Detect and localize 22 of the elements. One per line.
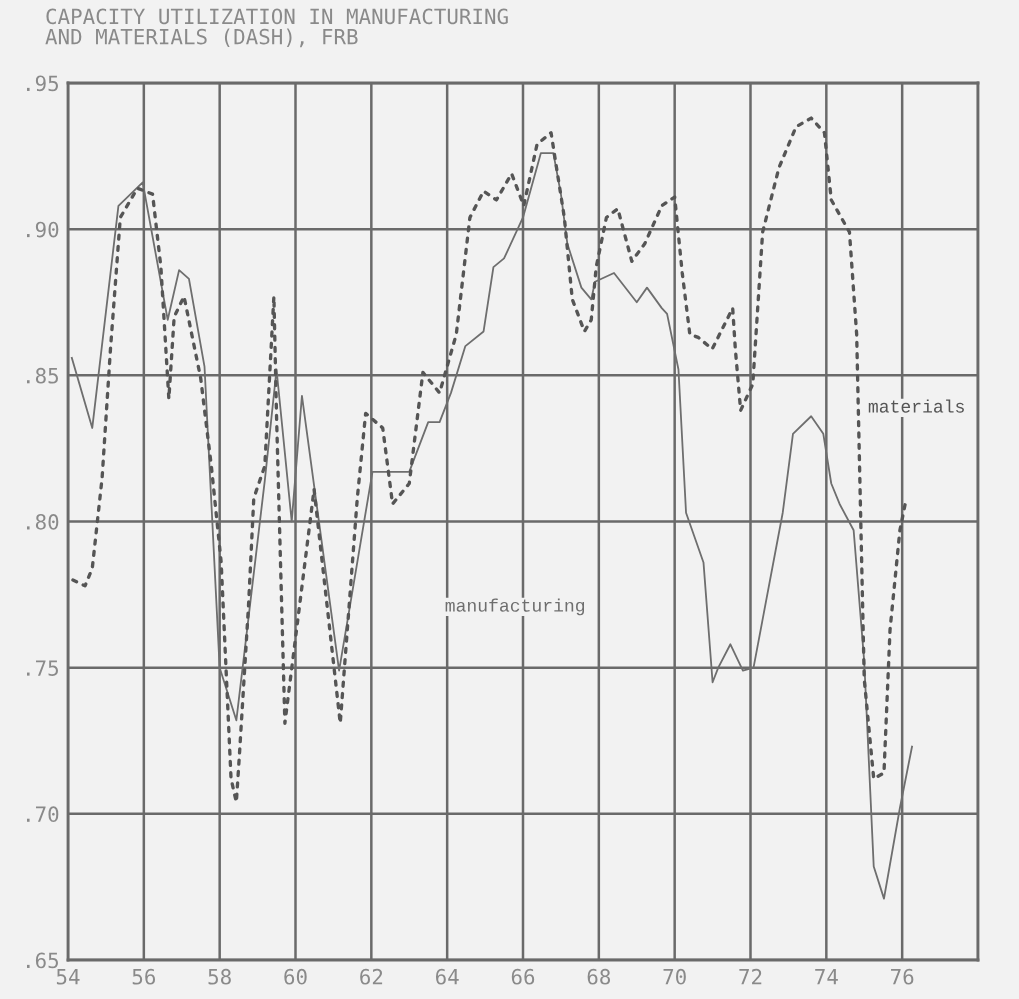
x-tick-label: 60 xyxy=(284,968,307,985)
x-tick-label: 56 xyxy=(132,968,156,985)
x-tick-label: 58 xyxy=(208,968,231,985)
x-tick-label: 72 xyxy=(739,968,762,985)
x-tick-label: 64 xyxy=(435,968,459,985)
y-tick-label: .80 xyxy=(27,514,59,530)
y-tick-label: .70 xyxy=(27,806,59,823)
x-tick-label: 68 xyxy=(587,968,611,985)
y-tick-label: .65 xyxy=(27,952,58,969)
chart-title: CAPACITY UTILIZATION IN MANUFACTURING AND MATERIALS (DASH), FRB xyxy=(45,8,508,48)
series-label: materials xyxy=(868,399,964,413)
y-tick-label: .90 xyxy=(27,221,59,238)
x-tick-label: 62 xyxy=(360,968,383,985)
x-tick-label: 74 xyxy=(815,969,838,985)
x-tick-label: 66 xyxy=(511,968,535,985)
y-tick-label: .75 xyxy=(27,660,58,676)
x-tick-label: 76 xyxy=(891,968,914,985)
y-tick-label: .95 xyxy=(27,75,58,92)
x-tick-label: 70 xyxy=(663,968,686,985)
text: manufacturing xyxy=(445,598,585,616)
y-tick-label: .85 xyxy=(27,367,58,384)
x-tick-label: 54 xyxy=(56,969,80,985)
